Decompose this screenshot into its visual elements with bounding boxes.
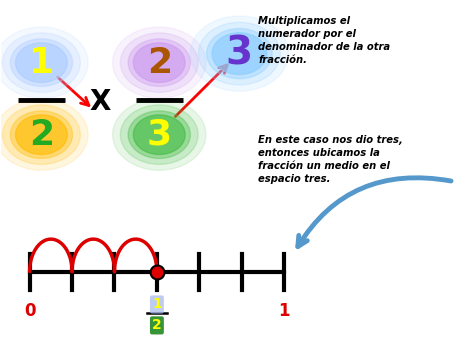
Text: 2: 2 [152,318,162,333]
Text: Multiplicamos el
numerador por el
denominador de la otra
fracción.: Multiplicamos el numerador por el denomi… [258,16,390,65]
Circle shape [0,27,88,98]
Circle shape [120,33,198,92]
Circle shape [128,39,191,86]
Circle shape [120,105,198,164]
Text: 1: 1 [29,46,54,79]
Circle shape [207,29,272,79]
Circle shape [113,27,206,98]
Text: 1: 1 [278,302,290,320]
Text: 2: 2 [29,118,54,152]
Circle shape [10,111,73,158]
Circle shape [113,99,206,170]
Circle shape [190,16,289,91]
Circle shape [16,115,67,155]
Circle shape [16,43,67,82]
Text: 3: 3 [146,118,172,152]
Circle shape [133,43,185,82]
Text: X: X [90,88,111,116]
Circle shape [128,111,191,158]
Circle shape [212,33,267,74]
Text: 2: 2 [146,46,172,79]
Text: 1: 1 [152,298,162,311]
Circle shape [2,33,80,92]
Circle shape [0,99,88,170]
Text: 3: 3 [226,34,253,73]
Circle shape [198,22,280,85]
Circle shape [2,105,80,164]
Circle shape [10,39,73,86]
Circle shape [133,115,185,155]
Text: En este caso nos dio tres,
entonces ubicamos la
fracción un medio en el
espacio : En este caso nos dio tres, entonces ubic… [258,135,403,184]
Text: 0: 0 [24,302,36,320]
